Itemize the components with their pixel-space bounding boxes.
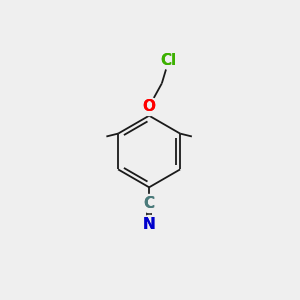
Text: N: N	[143, 217, 155, 232]
Text: Cl: Cl	[160, 53, 177, 68]
Text: C: C	[144, 196, 155, 211]
Text: O: O	[142, 99, 156, 114]
Text: N: N	[143, 217, 155, 232]
Text: C: C	[144, 196, 155, 211]
Text: O: O	[142, 99, 156, 114]
Text: Cl: Cl	[160, 53, 177, 68]
